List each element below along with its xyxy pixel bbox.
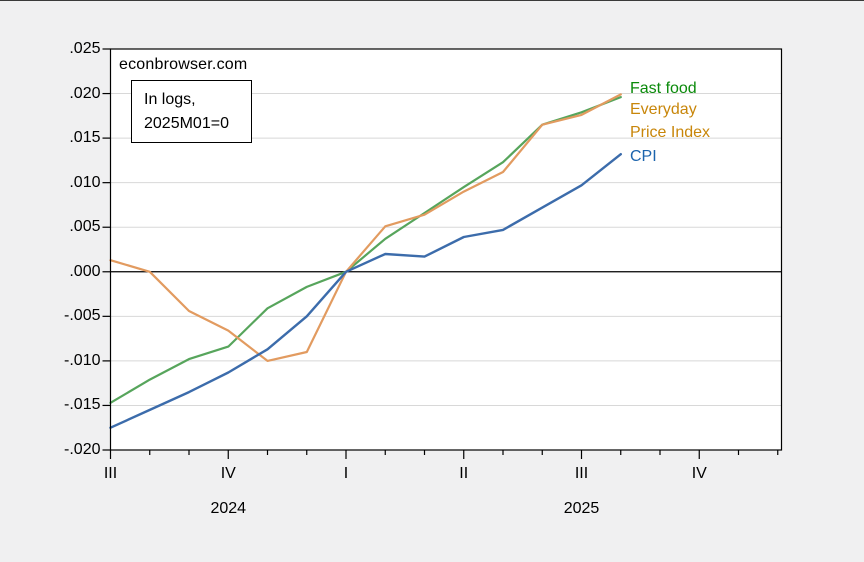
y-tick-label: -.010 — [64, 351, 101, 369]
x-quarter-label: I — [343, 465, 349, 482]
legend-label-line: Fast food — [630, 80, 697, 97]
legend-entry-everyday-price-index: Everyday Price Index — [630, 98, 710, 144]
legend-entry-fast-food: Fast food — [630, 77, 697, 100]
x-quarter-label: III — [574, 465, 589, 482]
series-cpi-line — [109, 152, 622, 429]
legend-label-line: Everyday — [630, 101, 697, 118]
y-tick-label: .010 — [69, 173, 101, 191]
annotation-line-1: In logs, — [144, 91, 196, 108]
y-tick-label: .020 — [69, 84, 101, 102]
y-tick-label: .015 — [69, 129, 101, 147]
y-tick-label: -.015 — [64, 396, 101, 414]
x-quarter-label: III — [103, 465, 118, 482]
x-year-label: 2025 — [563, 500, 600, 517]
x-year-label: 2024 — [210, 500, 247, 517]
series-everyday-price-index-line — [109, 93, 622, 362]
annotation-box: In logs, 2025M01=0 — [131, 80, 252, 143]
plot-frame — [109, 48, 783, 451]
y-tick-label: .025 — [69, 40, 101, 57]
x-quarter-label: II — [459, 465, 469, 482]
y-tick-label: .005 — [69, 218, 101, 236]
y-tick-label: -.020 — [64, 441, 101, 458]
x-quarter-label: IV — [220, 465, 236, 482]
y-tick-label: .000 — [69, 262, 101, 280]
annotation-line-2: 2025M01=0 — [144, 115, 229, 132]
y-tick-label: -.005 — [64, 307, 101, 325]
watermark-text: econbrowser.com — [119, 56, 248, 73]
legend-entry-cpi: CPI — [630, 145, 657, 168]
legend-label-line: Price Index — [630, 124, 711, 141]
x-quarter-label: IV — [691, 465, 707, 482]
legend-label-line: CPI — [630, 148, 657, 165]
